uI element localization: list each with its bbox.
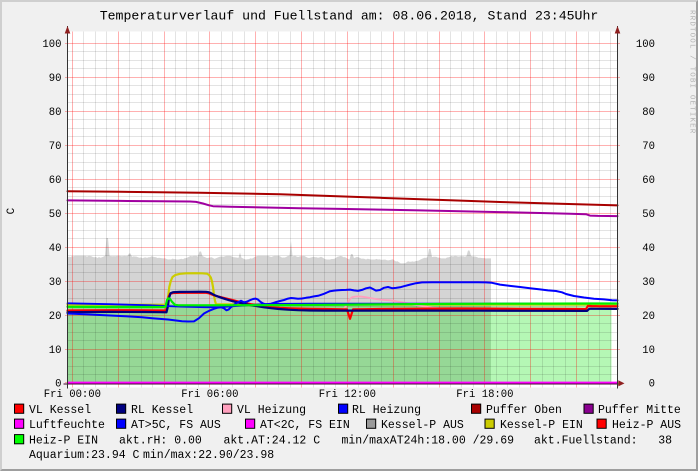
svg-text:akt.AT:24.12 C: akt.AT:24.12 C: [224, 435, 321, 448]
svg-text:30: 30: [642, 277, 655, 289]
svg-text:60: 60: [49, 175, 62, 187]
svg-text:40: 40: [49, 243, 62, 255]
svg-text:60: 60: [642, 175, 655, 187]
svg-text:RL Kessel: RL Kessel: [131, 404, 193, 417]
svg-text:40: 40: [642, 243, 655, 255]
svg-text:70: 70: [49, 141, 62, 153]
svg-text:20: 20: [49, 311, 62, 323]
svg-text:30: 30: [49, 277, 62, 289]
svg-text:AT>5C, FS AUS: AT>5C, FS AUS: [131, 419, 221, 432]
svg-text:RL Heizung: RL Heizung: [352, 404, 421, 417]
svg-text:AT<2C, FS EIN: AT<2C, FS EIN: [260, 419, 350, 432]
svg-text:min/maxAT24h:18.00 /29.69: min/maxAT24h:18.00 /29.69: [342, 435, 515, 448]
svg-text:Aquarium:23.94 C: Aquarium:23.94 C: [29, 449, 140, 462]
svg-text:VL Heizung: VL Heizung: [237, 404, 306, 417]
svg-text:akt.rH: 0.00: akt.rH: 0.00: [119, 435, 202, 448]
svg-text:10: 10: [642, 345, 655, 357]
svg-text:VL Kessel: VL Kessel: [29, 404, 91, 417]
svg-text:Fri 00:00: Fri 00:00: [44, 389, 101, 401]
svg-text:Heiz-P AUS: Heiz-P AUS: [612, 419, 681, 432]
svg-text:Puffer Mitte: Puffer Mitte: [598, 404, 681, 417]
svg-text:0: 0: [55, 379, 61, 391]
svg-text:Fri 06:00: Fri 06:00: [181, 389, 238, 401]
svg-text:90: 90: [642, 73, 655, 85]
svg-text:Heiz-P EIN: Heiz-P EIN: [29, 435, 98, 448]
svg-text:min/max:22.90/23.98: min/max:22.90/23.98: [143, 449, 274, 462]
svg-text:50: 50: [49, 209, 62, 221]
svg-text:Kessel-P EIN: Kessel-P EIN: [500, 419, 583, 432]
svg-text:Fri 12:00: Fri 12:00: [319, 389, 376, 401]
svg-text:50: 50: [642, 209, 655, 221]
svg-text:70: 70: [642, 141, 655, 153]
svg-text:akt.Fuellstand: 38: akt.Fuellstand: 38: [534, 435, 672, 448]
svg-text:Luftfeuchte: Luftfeuchte: [29, 419, 105, 432]
svg-text:Temperaturverlauf und Fuellsta: Temperaturverlauf und Fuellstand am: 08.…: [100, 9, 599, 24]
svg-text:Kessel-P AUS: Kessel-P AUS: [381, 419, 464, 432]
svg-text:80: 80: [49, 107, 62, 119]
svg-text:10: 10: [49, 345, 62, 357]
svg-text:Fri 18:00: Fri 18:00: [456, 389, 513, 401]
svg-text:C: C: [6, 207, 18, 214]
svg-text:90: 90: [49, 73, 62, 85]
svg-text:100: 100: [42, 39, 61, 51]
svg-text:80: 80: [642, 107, 655, 119]
svg-text:0: 0: [649, 379, 655, 391]
svg-text:100: 100: [636, 39, 655, 51]
svg-text:Puffer Oben: Puffer Oben: [486, 404, 562, 417]
svg-text:20: 20: [642, 311, 655, 323]
svg-text:RRDTOOL / TOBI OETIKER: RRDTOOL / TOBI OETIKER: [688, 10, 696, 134]
